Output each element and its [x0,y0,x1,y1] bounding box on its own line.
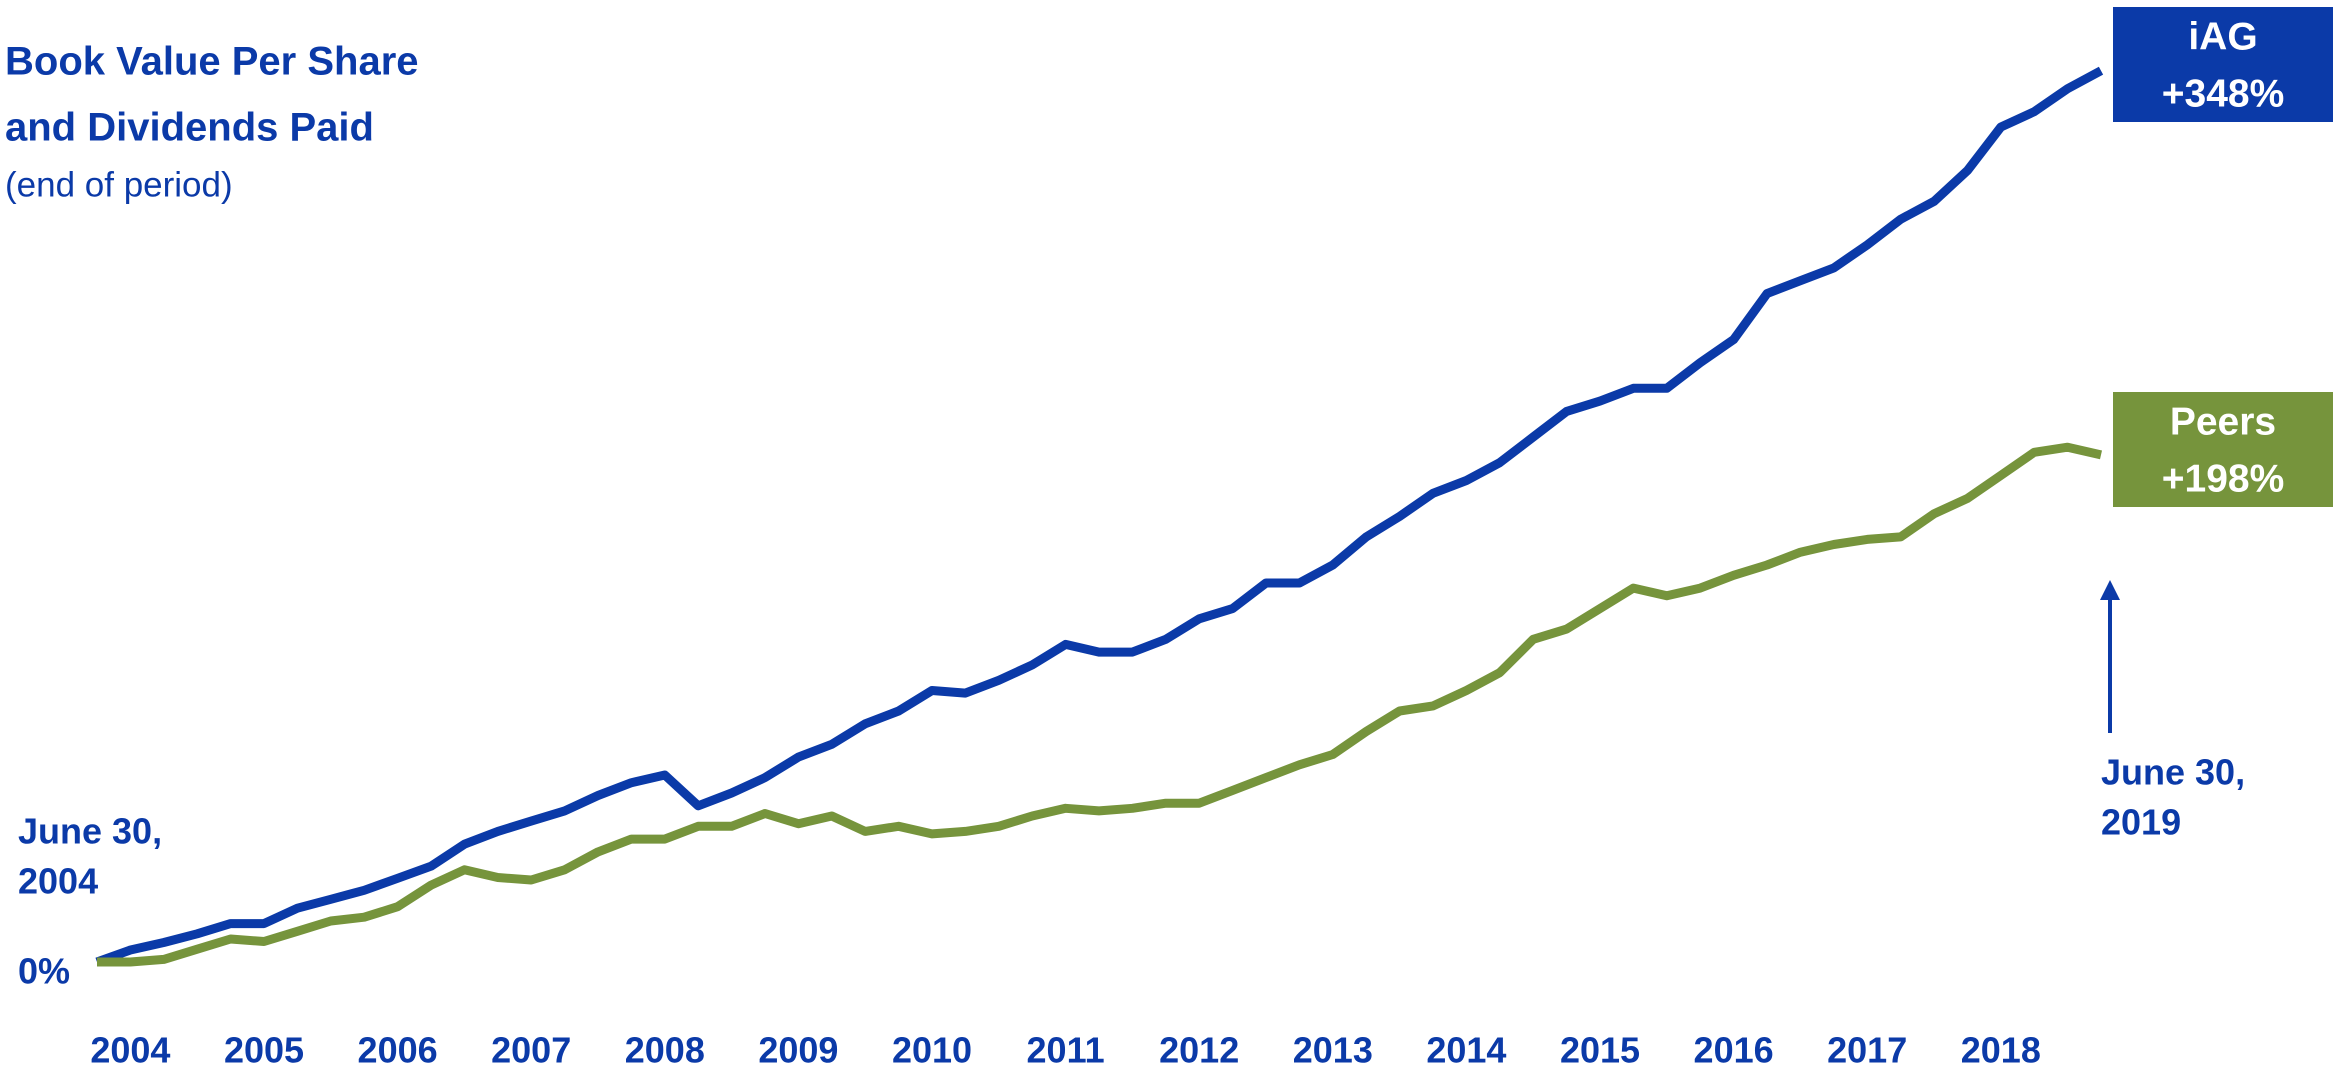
x-tick-label: 2008 [625,1030,705,1071]
x-tick-label: 2010 [892,1030,972,1071]
x-tick-label: 2011 [1027,1030,1105,1071]
x-tick-label: 2009 [758,1030,838,1071]
x-tick-label: 2006 [358,1030,438,1071]
series-line [97,442,2103,967]
legend-box [2113,7,2333,122]
x-tick-label: 2007 [491,1030,571,1071]
x-tick-label: 2015 [1560,1030,1640,1071]
x-tick-label: 2004 [90,1030,170,1071]
chart-subtitle: (end of period) [5,165,233,204]
series-line [95,66,2104,967]
x-tick-label: 2017 [1827,1030,1907,1071]
x-tick-label: 2012 [1159,1030,1239,1071]
x-tick-label: 2014 [1426,1030,1506,1071]
annotation: 2004 [18,861,98,902]
x-tick-label: 2016 [1694,1030,1774,1071]
legend-box [2113,392,2333,507]
x-tick-label: 2013 [1293,1030,1373,1071]
annotation: June 30, [2101,752,2245,793]
legend-label: Peers [2170,400,2276,443]
legend-label: iAG [2188,15,2257,58]
annotation: 2019 [2101,802,2181,843]
end-value-label: +348% [2162,72,2285,115]
annotation: June 30, [18,811,162,852]
end-value-label: +198% [2162,457,2285,500]
y-tick-label: 0% [18,951,70,992]
x-tick-label: 2005 [224,1030,304,1071]
chart-title: and Dividends Paid [5,106,374,150]
chart-title: Book Value Per Share [5,40,419,84]
x-tick-label: 2018 [1961,1030,2041,1071]
arrow-head [2100,580,2120,600]
